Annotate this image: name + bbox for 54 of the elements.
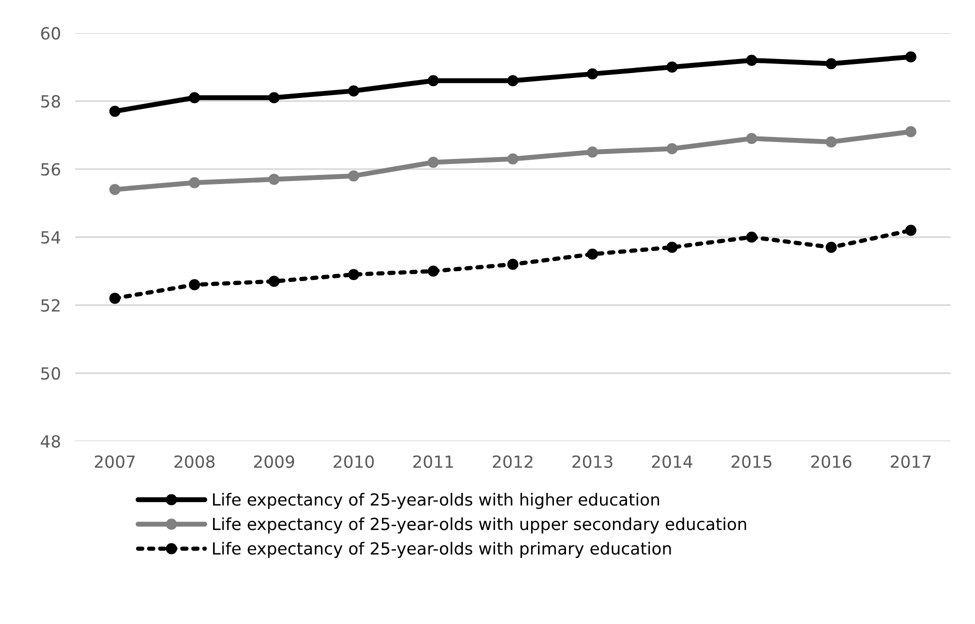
point bbox=[268, 174, 280, 185]
x-tick-label: 2012 bbox=[492, 455, 532, 468]
point bbox=[109, 184, 120, 196]
point bbox=[348, 85, 360, 96]
point bbox=[746, 232, 758, 243]
x-tick-label: 2011 bbox=[413, 455, 453, 468]
x-tick-label: 2008 bbox=[174, 455, 215, 468]
point bbox=[348, 268, 360, 280]
legend-label: Life expectancy of 25-year-olds with primary education bbox=[213, 542, 671, 558]
point bbox=[905, 126, 916, 138]
x-tick-label: 2014 bbox=[652, 455, 692, 468]
point bbox=[507, 153, 518, 164]
point bbox=[586, 68, 598, 80]
point bbox=[268, 92, 280, 104]
point bbox=[188, 177, 200, 188]
x-tick-label: 2010 bbox=[334, 455, 374, 468]
x-tick-label: 2009 bbox=[254, 455, 294, 468]
point bbox=[507, 258, 518, 270]
y-tick-label: 60 bbox=[41, 27, 60, 40]
point bbox=[746, 54, 758, 66]
point bbox=[428, 75, 439, 86]
point bbox=[348, 170, 360, 182]
point bbox=[826, 58, 837, 70]
point bbox=[586, 146, 598, 158]
point bbox=[268, 276, 280, 287]
point bbox=[188, 92, 200, 104]
y-tick-label: 52 bbox=[41, 299, 60, 312]
point bbox=[188, 279, 200, 290]
point bbox=[586, 248, 598, 260]
point bbox=[666, 62, 678, 73]
point bbox=[666, 143, 678, 154]
point bbox=[428, 266, 439, 277]
point bbox=[905, 224, 916, 236]
point bbox=[428, 156, 439, 168]
point bbox=[746, 132, 758, 144]
x-tick-label: 2007 bbox=[94, 455, 135, 468]
point bbox=[109, 106, 120, 117]
y-tick-label: 54 bbox=[41, 231, 60, 244]
legend-label: Life expectancy of 25-year-olds with higher education bbox=[213, 492, 660, 510]
x-tick-label: 2017 bbox=[890, 455, 931, 468]
y-tick-label: 56 bbox=[41, 163, 60, 176]
x-tick-label: 2015 bbox=[732, 455, 772, 468]
y-tick-label: 58 bbox=[41, 95, 60, 108]
x-tick-label: 2013 bbox=[572, 455, 612, 468]
point bbox=[826, 242, 837, 253]
y-tick-label: 48 bbox=[40, 435, 60, 448]
point bbox=[905, 51, 916, 62]
point bbox=[826, 136, 837, 148]
point bbox=[109, 292, 120, 304]
point bbox=[666, 242, 678, 253]
y-tick-label: 50 bbox=[41, 367, 60, 380]
x-tick-label: 2016 bbox=[811, 455, 852, 468]
legend-label: Life expectancy of 25-year-olds with upper secondary education bbox=[213, 517, 746, 534]
point bbox=[507, 75, 518, 86]
